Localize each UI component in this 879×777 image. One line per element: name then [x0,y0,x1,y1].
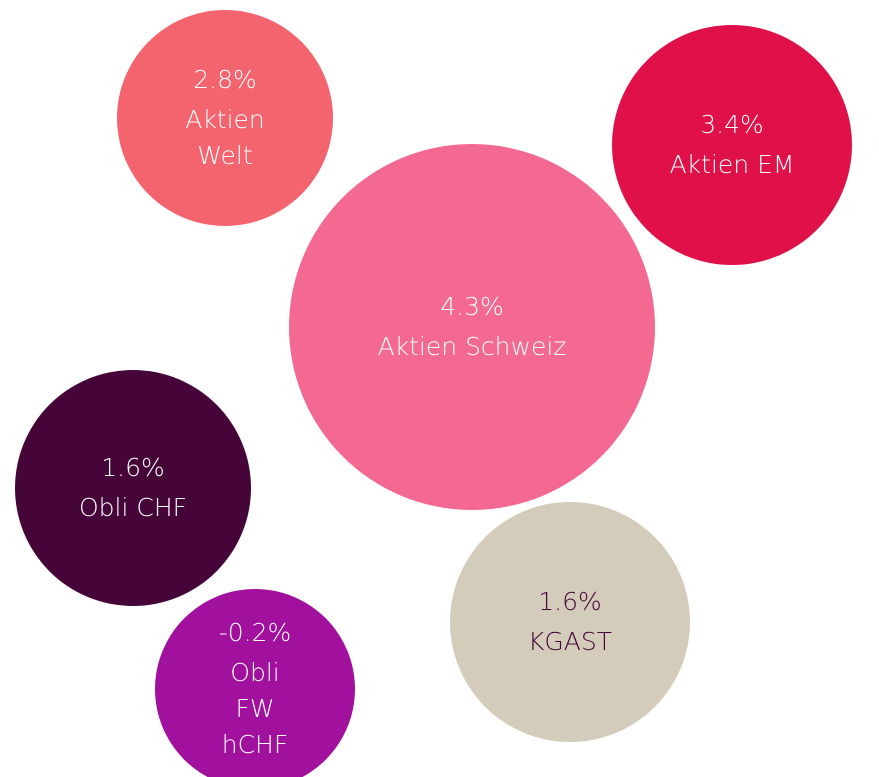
value-label: 1.6% [538,587,602,616]
value-label: 4.3% [440,292,504,321]
value-label: -0.2% [218,618,292,647]
bubble-label: Obli CHF [78,493,188,522]
bubble-label: Aktien EM [669,150,795,179]
bubble-label: Aktien Welt [185,105,265,170]
value-label: 1.6% [101,453,165,482]
value-label: 2.8% [193,65,257,94]
bubble-label: KGAST [527,627,612,656]
bubble: 2.8% Aktien Welt [117,10,333,226]
bubble: -0.2% Obli FW hCHF [155,589,355,777]
bubble: 1.6% KGAST [450,502,690,742]
bubble-label: Obli FW hCHF [221,658,289,759]
bubble-label: Aktien Schweiz [377,332,567,361]
bubble: 3.4% Aktien EM [612,25,852,265]
bubble: 4.3% Aktien Schweiz [289,144,655,510]
bubble: 1.6% Obli CHF [15,370,251,606]
value-label: 3.4% [700,110,764,139]
